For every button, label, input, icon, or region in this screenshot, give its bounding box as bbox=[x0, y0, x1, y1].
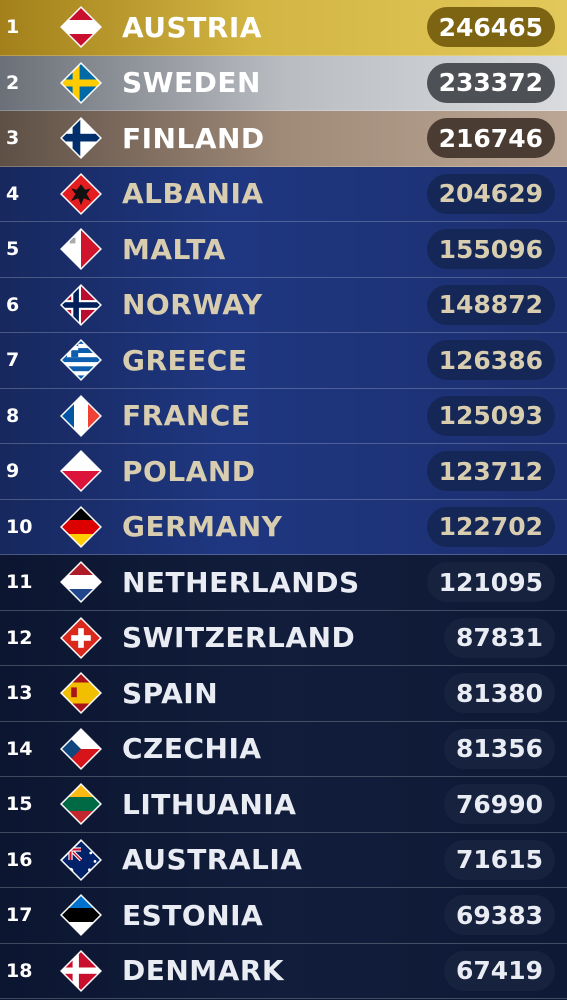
rank-number: 11 bbox=[6, 571, 33, 594]
australia-flag-icon bbox=[60, 838, 102, 881]
country-name: CZECHIA bbox=[122, 732, 262, 766]
rank-number: 9 bbox=[6, 460, 20, 483]
france-flag-icon bbox=[60, 394, 102, 437]
rank-number: 18 bbox=[6, 959, 33, 982]
scoreboard-row: 17 ESTONIA 69383 bbox=[0, 888, 567, 944]
czechia-flag-icon bbox=[60, 727, 102, 770]
country-name: SWEDEN bbox=[122, 66, 261, 100]
spain-flag-icon bbox=[60, 672, 102, 715]
malta-flag-icon bbox=[60, 228, 102, 271]
rank-number: 16 bbox=[6, 848, 33, 871]
austria-flag-icon bbox=[60, 6, 102, 49]
rank-number: 8 bbox=[6, 404, 20, 427]
scoreboard-row: 4 ALBANIA 204629 bbox=[0, 166, 567, 222]
scoreboard-row: 16 AUSTRALIA 71615 bbox=[0, 832, 567, 888]
scoreboard-row: 5 MALTA 155096 bbox=[0, 222, 567, 278]
poland-flag-icon bbox=[60, 450, 102, 493]
country-name: SPAIN bbox=[122, 676, 219, 710]
rank-number: 5 bbox=[6, 238, 20, 261]
score-badge: 87831 bbox=[444, 617, 555, 658]
country-name: GERMANY bbox=[122, 510, 283, 544]
scoreboard-row: 12 SWITZERLAND 87831 bbox=[0, 610, 567, 666]
score-badge: 81356 bbox=[444, 728, 555, 769]
rank-number: 17 bbox=[6, 904, 33, 927]
score-badge: 67419 bbox=[444, 950, 555, 991]
country-name: FRANCE bbox=[122, 399, 251, 433]
germany-flag-icon bbox=[60, 505, 102, 548]
scoreboard-row: 10 GERMANY 122702 bbox=[0, 499, 567, 555]
scoreboard-row: 14 CZECHIA 81356 bbox=[0, 721, 567, 777]
country-name: NETHERLANDS bbox=[122, 565, 360, 599]
scoreboard-row: 1 AUSTRIA 246465 bbox=[0, 0, 567, 56]
country-name: POLAND bbox=[122, 454, 256, 488]
score-badge: 69383 bbox=[444, 895, 555, 936]
country-name: ALBANIA bbox=[122, 177, 264, 211]
rank-number: 7 bbox=[6, 349, 20, 372]
scoreboard-row: 3 FINLAND 216746 bbox=[0, 111, 567, 167]
score-badge: 148872 bbox=[426, 284, 555, 325]
score-badge: 81380 bbox=[444, 673, 555, 714]
scoreboard-row: 7 GREECE 126386 bbox=[0, 333, 567, 389]
score-badge: 216746 bbox=[426, 118, 555, 159]
country-name: NORWAY bbox=[122, 288, 263, 322]
score-badge: 246465 bbox=[426, 7, 555, 48]
sweden-flag-icon bbox=[60, 61, 102, 104]
country-name: ESTONIA bbox=[122, 898, 264, 932]
scoreboard-row: 8 FRANCE 125093 bbox=[0, 388, 567, 444]
country-name: DENMARK bbox=[122, 954, 285, 988]
country-name: AUSTRALIA bbox=[122, 843, 303, 877]
rank-number: 2 bbox=[6, 71, 20, 94]
country-name: GREECE bbox=[122, 343, 248, 377]
scoreboard-row: 9 POLAND 123712 bbox=[0, 444, 567, 500]
denmark-flag-icon bbox=[60, 949, 102, 992]
score-badge: 122702 bbox=[426, 506, 555, 547]
rank-number: 6 bbox=[6, 293, 20, 316]
score-badge: 121095 bbox=[426, 562, 555, 603]
score-badge: 76990 bbox=[444, 784, 555, 825]
scoreboard-row: 2 SWEDEN 233372 bbox=[0, 55, 567, 111]
finland-flag-icon bbox=[60, 117, 102, 160]
rank-number: 3 bbox=[6, 127, 20, 150]
scoreboard-row: 15 LITHUANIA 76990 bbox=[0, 777, 567, 833]
netherlands-flag-icon bbox=[60, 561, 102, 604]
country-name: MALTA bbox=[122, 232, 226, 266]
estonia-flag-icon bbox=[60, 894, 102, 937]
score-badge: 71615 bbox=[444, 839, 555, 880]
score-badge: 126386 bbox=[426, 340, 555, 381]
country-name: AUSTRIA bbox=[122, 10, 262, 44]
country-name: FINLAND bbox=[122, 121, 265, 155]
rank-number: 13 bbox=[6, 682, 33, 705]
lithuania-flag-icon bbox=[60, 783, 102, 826]
rank-number: 4 bbox=[6, 182, 20, 205]
score-badge: 125093 bbox=[426, 395, 555, 436]
scoreboard-row: 11 NETHERLANDS 121095 bbox=[0, 555, 567, 611]
country-name: SWITZERLAND bbox=[122, 621, 356, 655]
rank-number: 12 bbox=[6, 626, 33, 649]
score-badge: 155096 bbox=[426, 229, 555, 270]
country-name: LITHUANIA bbox=[122, 787, 297, 821]
rank-number: 1 bbox=[6, 16, 20, 39]
rank-number: 14 bbox=[6, 737, 33, 760]
score-badge: 204629 bbox=[426, 173, 555, 214]
scoreboard-row: 18 DENMARK 67419 bbox=[0, 943, 567, 999]
scoreboard-row: 13 SPAIN 81380 bbox=[0, 666, 567, 722]
score-badge: 233372 bbox=[426, 62, 555, 103]
greece-flag-icon bbox=[60, 339, 102, 382]
rank-number: 15 bbox=[6, 793, 33, 816]
score-badge: 123712 bbox=[426, 451, 555, 492]
norway-flag-icon bbox=[60, 283, 102, 326]
scoreboard-row: 6 NORWAY 148872 bbox=[0, 277, 567, 333]
albania-flag-icon bbox=[60, 172, 102, 215]
rank-number: 10 bbox=[6, 515, 33, 538]
switzerland-flag-icon bbox=[60, 616, 102, 659]
